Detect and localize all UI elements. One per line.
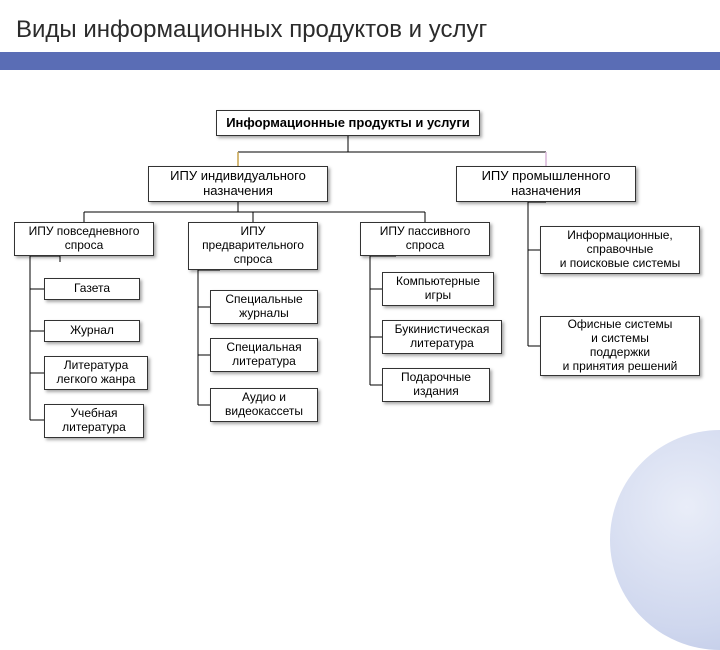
leaf-everyday-3: Учебнаялитература [44,404,144,438]
leaf-passive-2: Подарочныеиздания [382,368,490,402]
leaf-preliminary-0: Специальныежурналы [210,290,318,324]
node-industrial: ИПУ промышленногоназначения [456,166,636,202]
node-passive: ИПУ пассивногоспроса [360,222,490,256]
node-preliminary: ИПУпредварительногоспроса [188,222,318,270]
leaf-passive-0: Компьютерныеигры [382,272,494,306]
leaf-everyday-2: Литературалегкого жанра [44,356,148,390]
leaf-everyday-0: Газета [44,278,140,300]
leaf-industrial-1: Офисные системыи системыподдержкии приня… [540,316,700,376]
leaf-industrial-0: Информационные,справочныеи поисковые сис… [540,226,700,274]
leaf-passive-1: Букинистическаялитература [382,320,502,354]
node-everyday: ИПУ повседневногоспроса [14,222,154,256]
leaf-preliminary-1: Специальнаялитература [210,338,318,372]
leaf-everyday-1: Журнал [44,320,140,342]
node-individual: ИПУ индивидуальногоназначения [148,166,328,202]
leaf-preliminary-2: Аудио ивидеокассеты [210,388,318,422]
page-title: Виды информационных продуктов и услуг [16,16,493,46]
node-root: Информационные продукты и услуги [216,110,480,136]
